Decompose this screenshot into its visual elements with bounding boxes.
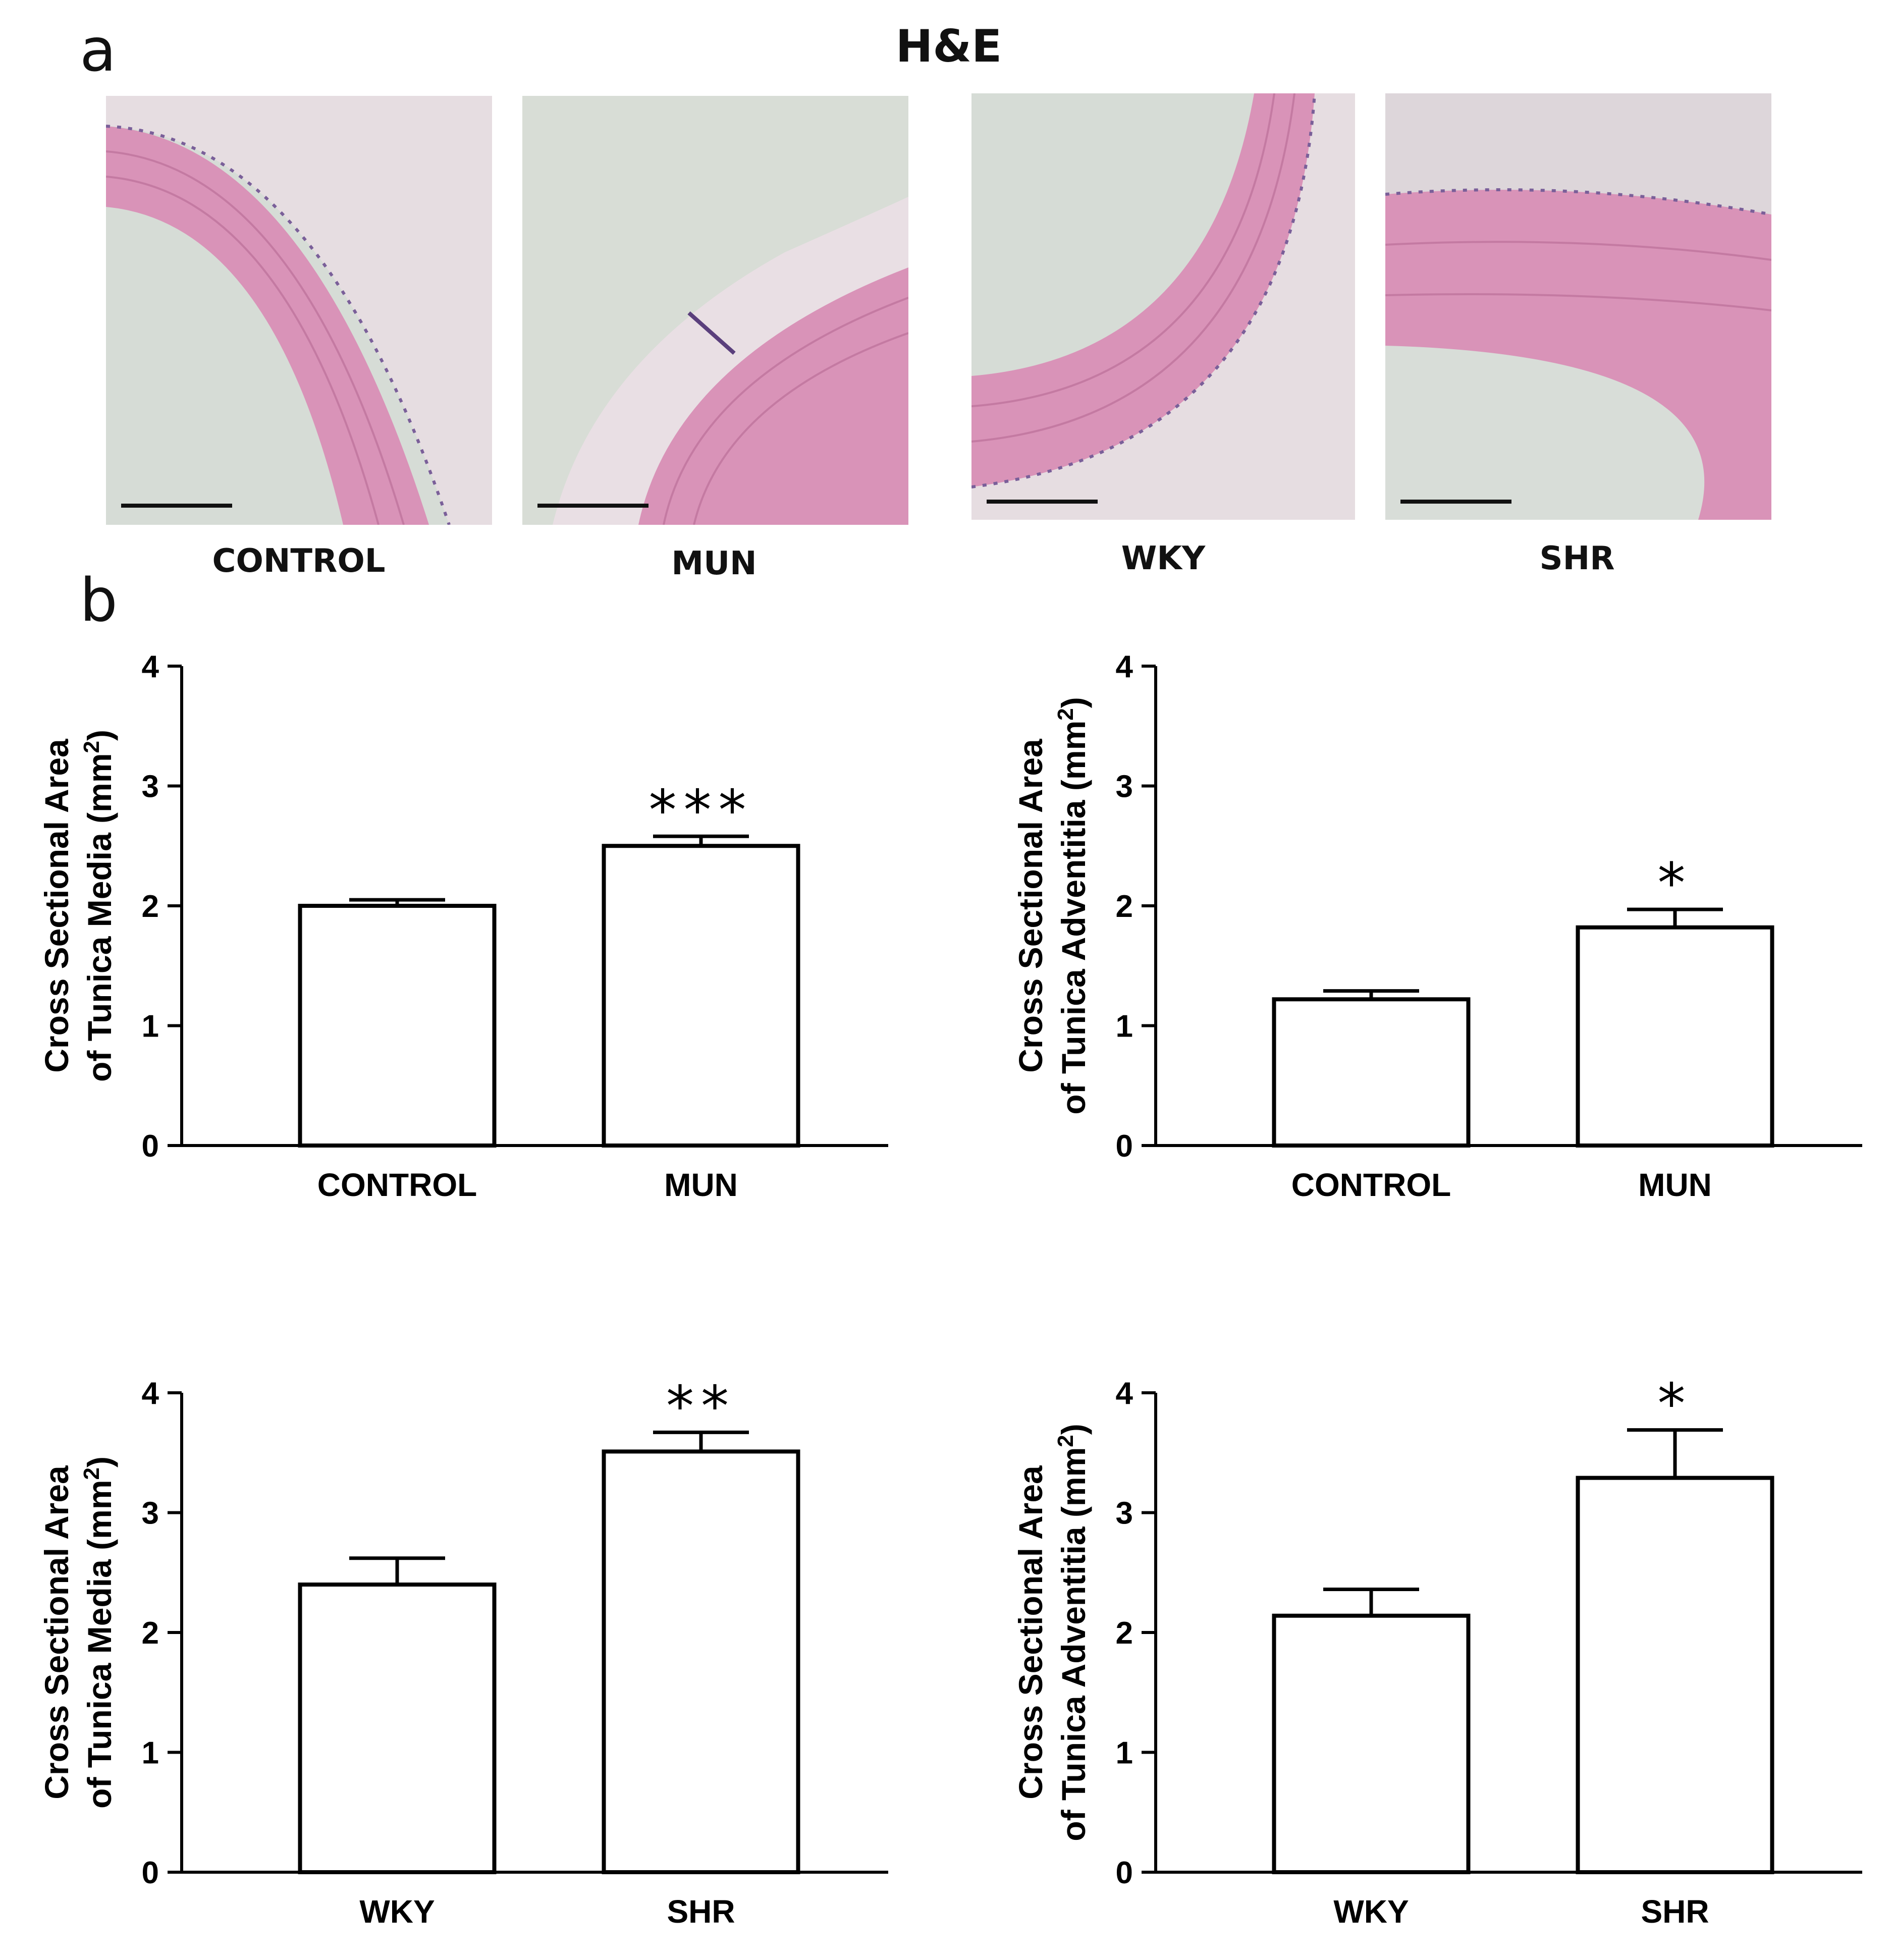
y-axis-label-line2: of Tunica Media (mm <box>81 1480 118 1809</box>
y-axis-label-line1: Cross Sectional Area <box>38 738 75 1073</box>
micrograph-label-mun: MUN <box>671 545 757 582</box>
x-category-label: MUN <box>664 1167 738 1203</box>
y-tick-label: 3 <box>142 770 159 804</box>
y-axis-label: Cross Sectional Area of Tunica Media (mm2… <box>38 730 118 1082</box>
micrograph-shr <box>1385 93 1771 520</box>
y-tick-label: 0 <box>1116 1129 1133 1164</box>
x-category-label: WKY <box>359 1893 435 1930</box>
y-tick-label: 0 <box>142 1129 159 1164</box>
y-axis-label-superscript: 2 <box>1053 1435 1078 1447</box>
bar-wky <box>298 1583 497 1874</box>
y-tick-label: 4 <box>1116 649 1133 684</box>
bar-control <box>1272 997 1471 1148</box>
bar-chart-media-wky-shr: 0 1 2 3 4 Cross Sectional Area of Tunica Media… <box>20 1368 908 1953</box>
bar-shr <box>602 1449 800 1874</box>
bar-shr <box>1576 1476 1774 1874</box>
y-tick-label: 2 <box>1116 1616 1133 1651</box>
y-axis-label-superscript: 2 <box>79 1467 104 1480</box>
micrograph-label-wky: WKY <box>1121 540 1206 577</box>
y-axis-label-line2: of Tunica Media (mm <box>81 753 118 1082</box>
y-tick-label: 1 <box>1116 1736 1133 1771</box>
bar-wky <box>1272 1613 1471 1874</box>
bar-chart-adventitia-control-mun: 0 1 2 3 4 Cross Sectional Area of Tunica Adven… <box>994 641 1882 1226</box>
significance-marker: * <box>1658 1372 1693 1436</box>
y-axis-label: Cross Sectional Area of Tunica Media (mm2… <box>38 1456 118 1809</box>
chart-2-plot: 0 1 2 3 4 Cross Sectional Area of Tunica Media… <box>38 1374 888 1930</box>
y-tick-label: 2 <box>142 1616 159 1651</box>
y-tick-label: 3 <box>142 1496 159 1531</box>
x-category-label: SHR <box>1641 1893 1709 1930</box>
micrograph-label-shr: SHR <box>1539 540 1615 577</box>
micrograph-wky <box>971 93 1355 520</box>
bar-control <box>298 904 497 1148</box>
significance-marker: *** <box>649 778 753 842</box>
chart-3-plot: 0 1 2 3 4 Cross Sectional Area of Tunica Adven… <box>1012 1372 1862 1930</box>
y-axis-label-close: ) <box>81 730 118 741</box>
stain-title: H&E <box>895 20 1002 72</box>
bar-chart-adventitia-wky-shr: 0 1 2 3 4 Cross Sectional Area of Tunica Adven… <box>994 1368 1882 1953</box>
significance-marker: ** <box>666 1374 736 1438</box>
y-axis-label: Cross Sectional Area of Tunica Adventitia… <box>1012 697 1092 1115</box>
y-tick-label: 1 <box>1116 1009 1133 1044</box>
y-axis-label-close: ) <box>81 1456 118 1467</box>
artery-cross-section-wky-image <box>971 93 1355 520</box>
y-axis-label-line2: of Tunica Adventitia (mm <box>1055 1447 1092 1841</box>
y-axis-label-close: ) <box>1055 1424 1092 1435</box>
panel-b-letter: b <box>80 565 118 635</box>
y-tick-label: 0 <box>142 1856 159 1890</box>
y-tick-label: 4 <box>142 649 159 684</box>
micrograph-mun <box>522 96 908 525</box>
x-category-label: MUN <box>1638 1167 1712 1203</box>
micrograph-control <box>106 96 492 525</box>
y-axis-label: Cross Sectional Area of Tunica Adventitia… <box>1012 1424 1092 1841</box>
bar-mun <box>602 844 800 1148</box>
bar-mun <box>1576 925 1774 1148</box>
y-tick-label: 3 <box>1116 1496 1133 1531</box>
y-axis-label-line1: Cross Sectional Area <box>1012 1465 1049 1800</box>
y-tick-label: 1 <box>142 1009 159 1044</box>
micrograph-label-control: CONTROL <box>212 542 386 580</box>
y-axis-label-line1: Cross Sectional Area <box>1012 738 1049 1073</box>
x-category-label: CONTROL <box>317 1167 477 1203</box>
y-tick-label: 2 <box>142 889 159 924</box>
y-axis-label-line2: of Tunica Adventitia (mm <box>1055 721 1092 1115</box>
y-axis-label-superscript: 2 <box>1053 708 1078 720</box>
y-axis-label-superscript: 2 <box>79 741 104 753</box>
y-tick-label: 3 <box>1116 770 1133 804</box>
x-category-label: SHR <box>667 1893 735 1930</box>
y-tick-label: 4 <box>1116 1376 1133 1411</box>
y-tick-label: 0 <box>1116 1856 1133 1890</box>
chart-1-plot: 0 1 2 3 4 Cross Sectional Area of Tunica Adven… <box>1012 649 1862 1203</box>
artery-cross-section-mun-image <box>522 96 908 525</box>
artery-cross-section-shr-image <box>1385 93 1771 520</box>
significance-marker: * <box>1658 851 1693 915</box>
artery-cross-section-control-image <box>106 96 492 525</box>
y-tick-label: 4 <box>142 1376 159 1411</box>
panel-a-letter: a <box>80 15 117 85</box>
y-tick-label: 1 <box>142 1736 159 1771</box>
y-tick-label: 2 <box>1116 889 1133 924</box>
x-category-label: CONTROL <box>1291 1167 1451 1203</box>
y-axis-label-line1: Cross Sectional Area <box>38 1465 75 1800</box>
y-axis-label-close: ) <box>1055 697 1092 708</box>
bar-chart-media-control-mun: 0 1 2 3 4 Cross Sectional Area of Tunica Media… <box>20 641 908 1226</box>
x-category-label: WKY <box>1333 1893 1409 1930</box>
chart-0-plot: 0 1 2 3 4 Cross Sectional Area of Tunica Media… <box>38 649 888 1203</box>
